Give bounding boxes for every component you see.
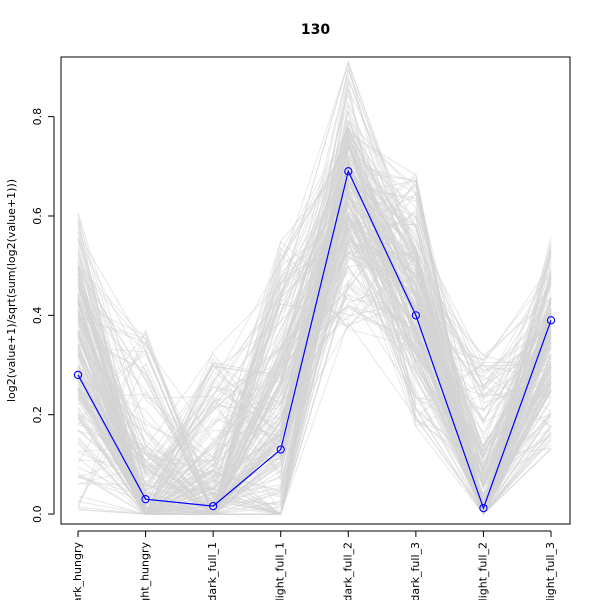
highlight-point: [208, 501, 218, 511]
y-tick-label: 0.2: [31, 406, 44, 424]
background-series-lines: [77, 60, 552, 517]
highlight-point: [479, 503, 488, 513]
x-tick-label: light_full_1: [274, 542, 287, 600]
y-tick-label: 0.8: [31, 108, 44, 126]
background-series-line: [77, 241, 552, 515]
highlight-series-line: [77, 169, 552, 510]
background-series-line: [77, 218, 552, 515]
highlight-point: [344, 167, 353, 176]
background-series-line: [77, 242, 552, 508]
background-series-line: [77, 191, 552, 515]
x-axis: ark_hungry ght_hungry dark_full_1 light_ful…: [71, 530, 557, 600]
x-tick-label: ark_hungry: [71, 542, 84, 600]
background-series-line: [77, 150, 552, 515]
background-series-line: [77, 179, 552, 469]
y-tick-label: 0.4: [31, 307, 44, 325]
x-tick-label: light_full_2: [476, 542, 489, 600]
background-series-line: [77, 167, 552, 512]
x-tick-label: dark_full_1: [206, 542, 219, 600]
plot-frame: [60, 56, 571, 525]
highlight-series: [73, 167, 556, 513]
highlight-point: [276, 445, 285, 454]
x-tick-label: light_full_3: [544, 542, 557, 600]
highlight-point: [73, 370, 83, 380]
background-series-line: [77, 137, 552, 516]
background-series-line: [77, 208, 552, 515]
y-axis-title: log2(value+1)/sqrt(sum(log2(value+1))): [5, 179, 18, 402]
background-series-line: [77, 214, 552, 515]
highlight-point: [141, 495, 150, 504]
y-tick-label: 0.0: [31, 505, 44, 523]
y-tick-label: 0.6: [31, 207, 44, 225]
highlight-point: [411, 311, 421, 320]
chart-title: 130: [301, 22, 330, 38]
highlight-point: [546, 316, 556, 325]
x-tick-label: ght_hungry: [139, 542, 152, 600]
x-tick-label: dark_full_3: [409, 542, 422, 600]
y-axis: 0.0 0.2 0.4 0.6 0.8: [31, 108, 55, 523]
x-tick-label: dark_full_2: [341, 542, 354, 600]
background-series-line: [77, 160, 552, 516]
background-series-line: [77, 171, 552, 515]
